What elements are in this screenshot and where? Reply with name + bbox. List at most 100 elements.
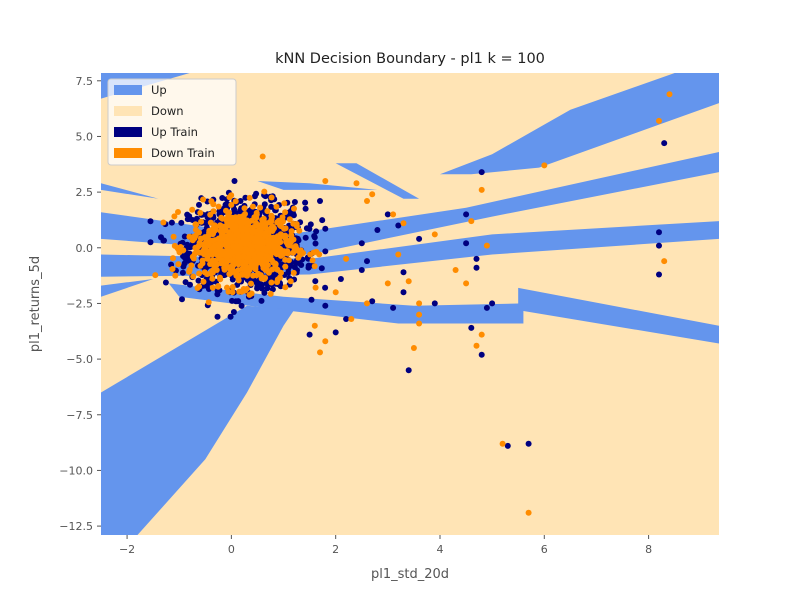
cluster-point-down-train [240,253,247,260]
cluster-point-down-train [190,273,197,280]
cluster-point-down-train [169,266,176,272]
cluster-point-down-train [197,262,204,269]
down-train-point [322,178,329,184]
cluster-point-up-train [262,193,269,200]
cluster-point-down-train [219,251,226,258]
y-tick-label: −5.0 [66,353,93,366]
down-train-point [348,316,355,322]
cluster-point-down-train [274,276,281,283]
up-train-point [358,267,365,273]
region-up-8 [440,73,719,175]
chart-title: kNN Decision Boundary - pl1 k = 100 [275,51,545,67]
cluster-point-down-train [200,278,207,285]
cluster-point-down-train [264,247,270,254]
cluster-point-up-train [258,297,265,304]
cluster-point-up-train [302,234,309,241]
up-train-point [390,304,397,311]
cluster-point-down-train [209,269,216,276]
cluster-point-up-train [168,219,175,226]
cluster-point-down-train [211,223,218,229]
cluster-point-down-train [268,194,275,201]
cluster-point-down-train [191,250,198,257]
cluster-point-down-train [219,215,226,222]
down-train-point [369,191,376,198]
up-train-point [478,351,485,358]
cluster-point-down-train [223,240,229,247]
cluster-point-up-train [178,219,185,226]
cluster-point-down-train [209,284,216,291]
up-train-point [463,211,470,218]
cluster-point-down-train [186,268,193,275]
cluster-point-down-train [257,204,264,211]
cluster-point-down-train [268,212,275,219]
down-train-point [343,255,350,262]
cluster-point-down-train [227,232,234,239]
cluster-point-up-train [254,278,260,285]
cluster-point-down-train [192,232,199,239]
cluster-point-up-train [319,217,326,224]
cluster-point-down-train [205,299,212,306]
up-train-point [364,258,370,265]
cluster-point-down-train [208,198,215,205]
cluster-point-down-train [260,265,267,271]
cluster-point-down-train [209,260,216,267]
down-train-point [384,280,391,287]
x-axis-ticks: −2 0 2 4 6 8 [119,535,652,556]
cluster-point-up-train [181,233,188,240]
cluster-point-down-train [232,198,239,205]
down-train-point [390,211,397,218]
cluster-point-up-train [180,263,187,270]
cluster-point-down-train [283,239,290,245]
cluster-point-down-train [268,279,275,286]
cluster-point-down-train [175,261,182,268]
cluster-point-down-train [290,269,297,276]
up-train-point [384,211,391,218]
cluster-point-down-train [215,283,222,289]
down-train-point [431,231,438,238]
down-train-point [259,153,266,160]
cluster-point-up-train [312,240,319,247]
down-train-point [661,258,668,265]
cluster-point-down-train [287,278,294,285]
cluster-point-down-train [278,269,284,276]
cluster-point-down-train [282,263,289,270]
cluster-point-up-train [180,253,187,260]
cluster-point-down-train [171,242,178,249]
y-axis-ticks: 7.5 5.0 2.5 0.0 −2.5 −5.0 −7.5 −10.0 −12.5 [59,75,101,533]
cluster-point-down-train [253,211,260,218]
cluster-point-down-train [276,234,283,241]
cluster-point-up-train [318,265,325,272]
cluster-point-down-train [160,219,167,226]
cluster-point-down-train [288,228,295,235]
cluster-point-down-train [282,232,289,239]
region-up-3 [518,287,719,344]
cluster-point-down-train [171,213,178,220]
cluster-point-down-train [207,211,214,218]
x-tick-label: 0 [228,543,235,556]
up-train-point [656,242,662,249]
cluster-point-down-train [188,262,195,269]
cluster-point-up-train [313,228,320,235]
up-train-point [369,298,376,305]
cluster-point-down-train [229,215,236,222]
down-train-point [468,218,475,225]
cluster-point-up-train [237,198,244,204]
down-train-point [463,280,470,287]
cluster-point-down-train [288,232,295,239]
cluster-point-up-train [293,259,300,266]
cluster-point-up-train [254,285,261,292]
cluster-point-down-train [215,203,222,210]
up-train-point [473,255,480,262]
up-train-point [478,169,485,176]
cluster-point-up-train [195,277,202,284]
cluster-point-down-train [225,247,232,254]
down-train-point [364,300,370,307]
up-train-point [400,289,407,296]
cluster-point-up-train [219,195,226,201]
cluster-point-down-train [218,223,224,230]
legend-frame [107,78,237,166]
cluster-point-down-train [256,231,263,238]
cluster-point-down-train [192,226,199,233]
cluster-point-down-train [262,230,269,237]
